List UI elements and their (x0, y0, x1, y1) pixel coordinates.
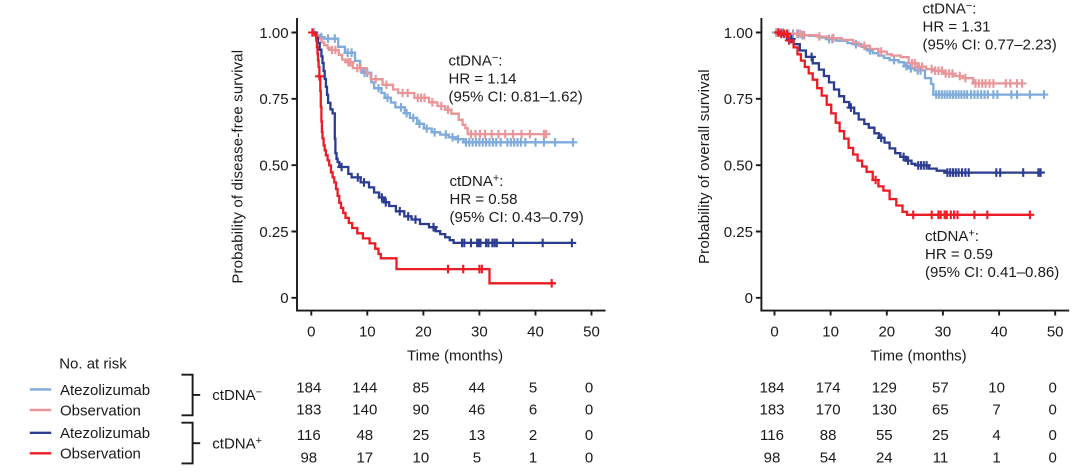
svg-text:0: 0 (1049, 402, 1057, 419)
svg-text:0: 0 (585, 427, 593, 444)
svg-text:13: 13 (469, 427, 486, 444)
svg-text:50: 50 (1047, 324, 1064, 341)
svg-text:ctDNA−:: ctDNA−: (449, 52, 503, 70)
svg-text:0: 0 (585, 450, 593, 467)
svg-text:0: 0 (745, 290, 753, 307)
svg-text:57: 57 (932, 379, 949, 396)
svg-text:144: 144 (352, 379, 377, 396)
svg-text:ctDNA+:: ctDNA+: (450, 173, 504, 191)
svg-text:184: 184 (296, 379, 321, 396)
svg-text:Observation: Observation (60, 402, 141, 419)
svg-text:40: 40 (991, 324, 1008, 341)
svg-text:7: 7 (992, 402, 1000, 419)
svg-text:0.25: 0.25 (724, 224, 753, 241)
svg-text:(95% CI: 0.41–0.86): (95% CI: 0.41–0.86) (925, 264, 1059, 281)
svg-text:0: 0 (585, 402, 593, 419)
svg-text:20: 20 (878, 324, 895, 341)
svg-text:183: 183 (296, 402, 321, 419)
svg-text:11: 11 (933, 450, 949, 467)
svg-text:(95% CI: 0.43–0.79): (95% CI: 0.43–0.79) (450, 209, 584, 226)
svg-text:17: 17 (356, 450, 373, 467)
svg-text:40: 40 (527, 324, 544, 341)
svg-text:5: 5 (529, 379, 537, 396)
svg-text:(95% CI: 0.81–1.62): (95% CI: 0.81–1.62) (449, 89, 583, 106)
svg-text:90: 90 (413, 402, 430, 419)
svg-text:1.00: 1.00 (259, 25, 288, 42)
svg-text:10: 10 (988, 379, 1005, 396)
svg-text:HR = 0.59: HR = 0.59 (925, 246, 993, 263)
svg-text:170: 170 (816, 402, 841, 419)
svg-text:1: 1 (529, 450, 537, 467)
svg-text:129: 129 (872, 379, 897, 396)
svg-text:116: 116 (760, 427, 784, 444)
svg-text:5: 5 (473, 450, 481, 467)
svg-text:0: 0 (770, 324, 778, 341)
svg-text:25: 25 (413, 427, 430, 444)
svg-text:174: 174 (816, 379, 841, 396)
svg-text:50: 50 (583, 324, 600, 341)
svg-text:184: 184 (759, 379, 784, 396)
svg-text:44: 44 (469, 379, 486, 396)
svg-text:0: 0 (1049, 450, 1057, 467)
svg-text:ctDNA−:: ctDNA−: (923, 0, 977, 17)
svg-text:Time (months): Time (months) (407, 348, 503, 365)
svg-text:4: 4 (992, 427, 1000, 444)
svg-text:Time (months): Time (months) (871, 348, 967, 365)
svg-text:(95% CI: 0.77–2.23): (95% CI: 0.77–2.23) (923, 36, 1057, 53)
svg-text:48: 48 (356, 427, 373, 444)
svg-text:ctDNA−: ctDNA− (212, 387, 262, 405)
svg-text:0.25: 0.25 (259, 224, 288, 241)
svg-text:2: 2 (529, 427, 537, 444)
svg-text:HR = 1.31: HR = 1.31 (923, 18, 991, 35)
svg-text:65: 65 (932, 402, 949, 419)
svg-text:0.50: 0.50 (724, 158, 753, 175)
svg-text:No. at risk: No. at risk (59, 355, 127, 372)
svg-text:0: 0 (1049, 379, 1057, 396)
svg-text:130: 130 (872, 402, 897, 419)
svg-text:85: 85 (413, 379, 430, 396)
svg-text:54: 54 (820, 450, 837, 467)
svg-text:98: 98 (300, 450, 317, 467)
svg-text:30: 30 (471, 324, 488, 341)
svg-text:0.75: 0.75 (259, 91, 288, 108)
svg-text:HR = 1.14: HR = 1.14 (449, 71, 517, 88)
svg-text:ctDNA+:: ctDNA+: (925, 227, 979, 245)
svg-text:HR = 0.58: HR = 0.58 (450, 191, 518, 208)
svg-text:0: 0 (585, 379, 593, 396)
svg-text:1: 1 (992, 450, 1000, 467)
svg-text:30: 30 (935, 324, 952, 341)
svg-text:0: 0 (280, 290, 288, 307)
svg-text:98: 98 (764, 450, 781, 467)
svg-text:116: 116 (297, 427, 321, 444)
svg-text:25: 25 (932, 427, 949, 444)
svg-text:0.50: 0.50 (259, 158, 288, 175)
svg-text:10: 10 (359, 324, 376, 341)
svg-text:140: 140 (352, 402, 377, 419)
svg-text:10: 10 (413, 450, 430, 467)
svg-text:Observation: Observation (60, 446, 141, 463)
svg-text:Probability of disease-free su: Probability of disease-free survival (229, 50, 246, 284)
svg-text:0.75: 0.75 (724, 91, 753, 108)
svg-text:0: 0 (1049, 427, 1057, 444)
svg-text:88: 88 (820, 427, 837, 444)
svg-text:Atezolizumab: Atezolizumab (60, 425, 150, 442)
svg-text:24: 24 (876, 450, 893, 467)
svg-text:183: 183 (759, 402, 784, 419)
svg-text:0: 0 (307, 324, 315, 341)
svg-text:55: 55 (876, 427, 893, 444)
svg-text:Atezolizumab: Atezolizumab (60, 382, 150, 399)
svg-text:Probability of overall surviva: Probability of overall survival (696, 69, 713, 264)
svg-text:46: 46 (469, 402, 486, 419)
svg-text:ctDNA+: ctDNA+ (212, 435, 262, 453)
svg-text:20: 20 (415, 324, 432, 341)
svg-text:6: 6 (529, 402, 537, 419)
svg-text:1.00: 1.00 (724, 25, 753, 42)
svg-text:10: 10 (822, 324, 839, 341)
